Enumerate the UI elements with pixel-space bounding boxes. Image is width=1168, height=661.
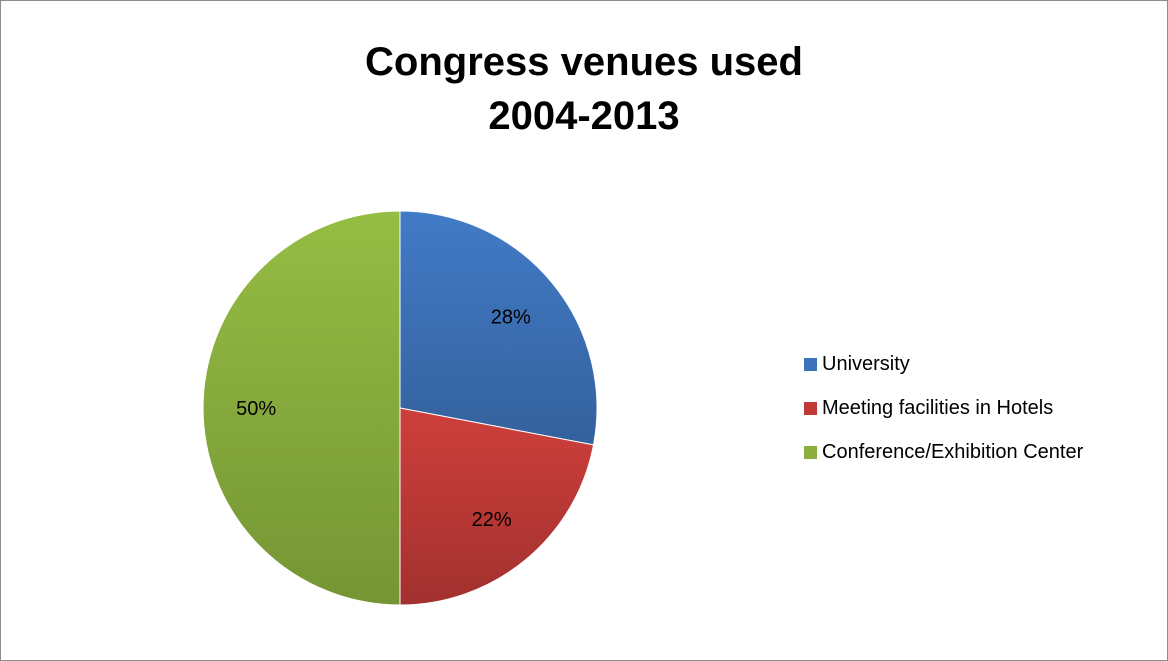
- legend-label-conference-center: Conference/Exhibition Center: [822, 440, 1084, 463]
- pie-slice-conference-center: [202, 210, 401, 606]
- legend-label-university: University: [822, 352, 910, 375]
- data-label-hotels: 22%: [472, 509, 512, 531]
- legend-label-hotels: Meeting facilities in Hotels: [822, 396, 1054, 419]
- legend-item-university: University: [804, 342, 1083, 386]
- pie-slices: [202, 210, 598, 606]
- legend-item-conference-center: Conference/Exhibition Center: [804, 430, 1083, 474]
- legend-swatch-university: [804, 357, 817, 371]
- legend-swatch-hotels: [804, 401, 817, 415]
- legend-swatch-conference-center: [804, 445, 817, 459]
- data-label-university: 28%: [491, 306, 531, 328]
- pie-slice-hotels: [399, 407, 595, 606]
- pie-slice-university: [399, 210, 598, 446]
- chart-title-line-2: 2004-2013: [488, 94, 680, 138]
- chart-title: Congress venues used 2004-2013: [1, 35, 1167, 143]
- legend-item-hotels: Meeting facilities in Hotels: [804, 386, 1083, 430]
- chart-title-line-1: Congress venues used: [365, 40, 803, 84]
- legend: University Meeting facilities in Hotels …: [804, 342, 1083, 474]
- data-label-conference-center: 50%: [236, 398, 276, 420]
- pie-data-labels: 28% 22% 50%: [236, 306, 531, 530]
